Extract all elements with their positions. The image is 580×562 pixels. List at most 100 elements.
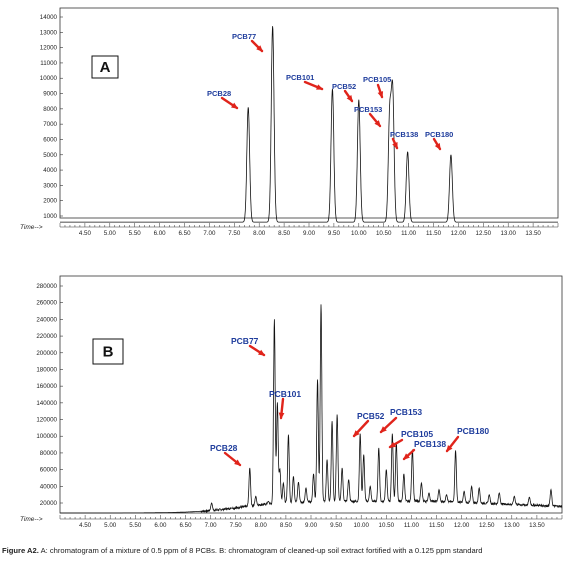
x-tick-label: 8.00: [255, 522, 268, 529]
peak-arrowhead-pcb138: [392, 142, 398, 150]
x-tick-label: 6.50: [178, 230, 191, 237]
peak-label-pcb28: PCB28: [210, 443, 238, 453]
chromatogram-trace: [60, 304, 563, 514]
y-tick-label: 240000: [36, 316, 57, 323]
x-tick-label: 5.50: [129, 522, 142, 529]
x-tick-label: 11.50: [429, 522, 445, 529]
x-tick-label: 13.50: [525, 230, 541, 237]
chart-panel-b: 20000 40000 60000 80000 100000 120000 140000 16…: [20, 275, 563, 529]
peak-arrowhead-pcb153: [374, 120, 381, 128]
x-tick-label: 10.50: [376, 230, 392, 237]
y-tick-label: 200000: [36, 350, 57, 357]
x-tick-label: 10.00: [351, 230, 367, 237]
x-axis-label: Time-->: [20, 516, 43, 523]
peak-label-pcb52: PCB52: [357, 411, 385, 421]
panel-label: B: [103, 344, 114, 361]
peak-label-pcb105: PCB105: [401, 429, 433, 439]
x-tick-label: 7.50: [228, 230, 241, 237]
peak-arrowhead-pcb180: [434, 143, 441, 151]
peak-arrowhead-pcb52: [346, 95, 353, 103]
y-tick-label: 280000: [36, 283, 57, 290]
figure-caption: Figure A2. A: chromatogram of a mixture …: [2, 546, 580, 555]
caption-text: A: chromatogram of a mixture of 0.5 ppm …: [40, 546, 483, 555]
x-tick-label: 12.50: [479, 522, 495, 529]
y-tick-label: 140000: [36, 400, 57, 407]
x-tick-label: 11.00: [404, 522, 420, 529]
y-tick-label: 14000: [40, 14, 58, 21]
x-tick-label: 9.00: [305, 522, 318, 529]
x-tick-label: 5.00: [104, 230, 117, 237]
x-tick-label: 4.50: [79, 522, 92, 529]
peak-arrowhead-pcb52: [352, 430, 360, 438]
peak-label-pcb153: PCB153: [354, 105, 382, 114]
peak-label-pcb77: PCB77: [231, 336, 259, 346]
x-tick-label: 7.00: [205, 522, 218, 529]
caption-label: Figure A2.: [2, 546, 39, 555]
peak-label-pcb138: PCB138: [390, 130, 418, 139]
y-tick-label: 8000: [43, 106, 57, 113]
y-tick-label: 10000: [40, 75, 58, 82]
peak-arrowhead-pcb180: [446, 445, 453, 453]
y-tick-label: 13000: [40, 29, 58, 36]
peak-label-pcb180: PCB180: [457, 426, 489, 436]
peak-arrowhead-pcb28: [234, 459, 242, 466]
peak-label-pcb180: PCB180: [425, 130, 453, 139]
y-tick-label: 12000: [40, 45, 58, 52]
x-tick-label: 9.00: [303, 230, 316, 237]
x-tick-label: 10.00: [353, 522, 369, 529]
peak-arrowhead-pcb105: [377, 91, 384, 99]
x-tick-label: 7.00: [203, 230, 216, 237]
chromatogram-trace: [60, 26, 558, 223]
x-tick-label: 9.50: [330, 522, 343, 529]
y-tick-label: 180000: [36, 366, 57, 373]
peak-arrowhead-pcb153: [379, 426, 387, 434]
peak-arrowhead-pcb28: [231, 102, 239, 109]
peak-arrowhead-pcb77: [256, 45, 264, 53]
peak-arrowhead-pcb77: [258, 349, 266, 356]
x-tick-label: 11.00: [401, 230, 417, 237]
peak-label-pcb153: PCB153: [390, 407, 422, 417]
x-tick-label: 7.50: [230, 522, 243, 529]
x-tick-label: 12.00: [454, 522, 470, 529]
x-tick-label: 5.50: [129, 230, 142, 237]
y-tick-label: 20000: [40, 500, 58, 507]
panel-label: A: [100, 59, 111, 76]
x-tick-label: 11.50: [426, 230, 442, 237]
x-tick-label: 9.50: [328, 230, 341, 237]
peak-arrowhead-pcb101: [316, 84, 324, 90]
y-tick-label: 3000: [43, 182, 57, 189]
y-tick-label: 220000: [36, 333, 57, 340]
peak-label-pcb101: PCB101: [286, 73, 314, 82]
x-tick-label: 6.00: [154, 230, 167, 237]
peak-arrowhead-pcb101: [278, 412, 285, 420]
y-tick-label: 9000: [43, 91, 57, 98]
y-tick-label: 11000: [40, 60, 57, 67]
x-tick-label: 13.50: [529, 522, 545, 529]
plot-frame: [59, 7, 559, 219]
y-tick-label: 100000: [36, 433, 57, 440]
y-tick-label: 80000: [40, 450, 58, 457]
y-tick-label: 2000: [43, 198, 57, 205]
x-tick-label: 5.00: [104, 522, 117, 529]
y-tick-label: 7000: [43, 121, 57, 128]
peak-arrowhead-pcb105: [388, 441, 396, 448]
peak-label-pcb105: PCB105: [363, 75, 391, 84]
panel-label-box: [92, 338, 124, 365]
y-tick-label: 1000: [43, 213, 57, 220]
x-tick-label: 13.00: [500, 230, 516, 237]
peak-label-pcb138: PCB138: [414, 439, 446, 449]
y-tick-label: 60000: [40, 467, 58, 474]
x-tick-label: 13.00: [504, 522, 520, 529]
x-tick-label: 8.50: [278, 230, 291, 237]
y-tick-label: 4000: [43, 167, 57, 174]
peak-arrowhead-pcb138: [402, 453, 410, 461]
x-tick-label: 10.50: [379, 522, 395, 529]
x-tick-label: 6.00: [154, 522, 167, 529]
x-axis-label: Time-->: [20, 224, 43, 231]
x-tick-label: 12.00: [451, 230, 467, 237]
plot-frame: [59, 275, 563, 514]
peak-label-pcb77: PCB77: [232, 32, 256, 41]
panel-label-box: [91, 55, 119, 79]
x-tick-label: 8.00: [253, 230, 266, 237]
peak-label-pcb28: PCB28: [207, 89, 231, 98]
